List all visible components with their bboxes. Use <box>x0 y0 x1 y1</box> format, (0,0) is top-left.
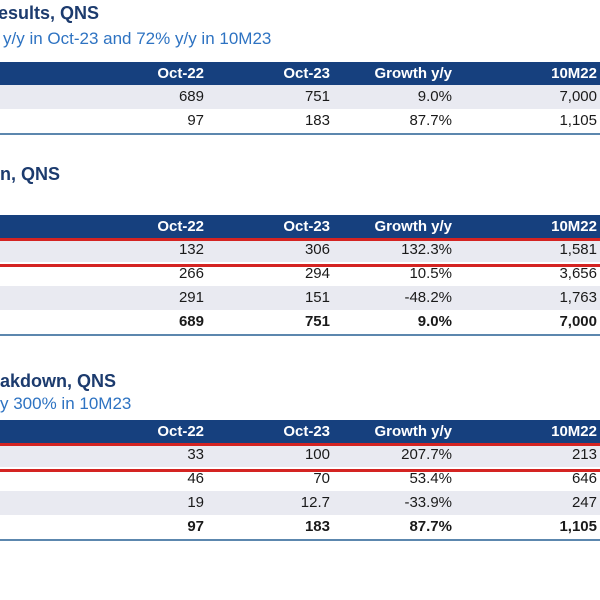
table-cell: 751 <box>207 85 333 109</box>
table-cell: 291 <box>87 286 207 310</box>
table-cell: 132.3% <box>333 238 455 262</box>
column-header: Oct-23 <box>207 420 333 443</box>
table-cell: 751 <box>304 313 330 330</box>
table-cell <box>0 262 87 286</box>
table-cell <box>0 286 87 310</box>
table-cell: 33 <box>87 443 207 467</box>
table-cell: 689 <box>87 85 207 109</box>
data-table: Oct-22 Oct-23 Growth y/y 10M22 689 751 9.0% 7,0… <box>0 62 600 133</box>
table-cell: 9.0% <box>333 85 455 109</box>
table-cell: 7,000 <box>455 85 600 109</box>
table-cell <box>0 85 87 109</box>
table-header-row: Oct-22 Oct-23 Growth y/y 10M22 <box>0 62 600 85</box>
data-table: Oct-22 Oct-23 Growth y/y 10M22 132 306 132.3% 1… <box>0 215 600 334</box>
table-cell: 132 <box>87 238 207 262</box>
section-title: n, QNS <box>0 164 61 184</box>
table-cell: 46 <box>187 470 204 487</box>
section-results-summary: esults, QNS y/y in Oct-23 and 72% y/y in… <box>0 0 600 163</box>
table-row: 689 751 9.0% 7,000 <box>0 85 600 109</box>
table-cell: 3,656 <box>559 265 597 282</box>
table-row: 97 183 87.7% 1,105 <box>0 515 600 539</box>
table-cell: 294 <box>304 265 330 282</box>
table-cell: 7,000 <box>559 313 597 330</box>
table-cell: 19 <box>87 491 207 515</box>
table-cell: -33.9% <box>333 491 455 515</box>
table-cell: 151 <box>207 286 333 310</box>
column-header: 10M22 <box>455 215 600 238</box>
table-header-row: Oct-22 Oct-23 Growth y/y 10M22 <box>0 215 600 238</box>
column-header <box>0 62 87 85</box>
section-title: esults, QNS <box>0 3 100 23</box>
column-header: Growth y/y <box>333 62 455 85</box>
section-breakdown-2: akdown, QNS y 300% in 10M23 Oct-22 Oct-23… <box>0 371 600 600</box>
section-subtitle: y 300% in 10M23 <box>0 394 132 413</box>
column-header: 10M22 <box>455 420 600 443</box>
table-row: 97 183 87.7% 1,105 <box>0 109 600 133</box>
table-header-row: Oct-22 Oct-23 Growth y/y 10M22 <box>0 420 600 443</box>
table-cell <box>0 109 87 133</box>
column-header: 10M22 <box>455 62 600 85</box>
table-cell: 87.7% <box>409 112 452 129</box>
table-row: 33 100 207.7% 213 <box>0 443 600 467</box>
table-cell: 70 <box>313 470 330 487</box>
table-cell: 53.4% <box>409 470 452 487</box>
column-header: Growth y/y <box>333 215 455 238</box>
column-header: Oct-22 <box>87 420 207 443</box>
breakdown-table-1: Oct-22 Oct-23 Growth y/y 10M22 132 306 132.3% 1… <box>0 215 600 336</box>
table-row: 291 151 -48.2% 1,763 <box>0 286 600 310</box>
table-cell: 97 <box>187 518 204 535</box>
table-cell: 12.7 <box>207 491 333 515</box>
table-cell: 213 <box>455 443 600 467</box>
table-cell: 1,763 <box>455 286 600 310</box>
table-cell: 247 <box>455 491 600 515</box>
table-cell: 183 <box>304 112 330 129</box>
table-cell <box>0 238 87 262</box>
column-header: Oct-23 <box>207 62 333 85</box>
table-cell: 207.7% <box>333 443 455 467</box>
table-cell: 10.5% <box>409 265 452 282</box>
table-cell: 1,105 <box>559 518 597 535</box>
section-breakdown-1: n, QNS Oct-22 Oct-23 Growth y/y 10M22 132 306… <box>0 163 600 371</box>
results-summary-table: Oct-22 Oct-23 Growth y/y 10M22 689 751 9.0% 7,0… <box>0 62 600 135</box>
column-header: Oct-23 <box>207 215 333 238</box>
column-header <box>0 420 87 443</box>
table-cell: 183 <box>304 518 330 535</box>
section-subtitle: y/y in Oct-23 and 72% y/y in 10M23 <box>3 29 272 48</box>
table-cell <box>0 491 87 515</box>
table-cell: 97 <box>187 112 204 129</box>
table-cell: 9.0% <box>417 313 452 330</box>
table-cell <box>0 443 87 467</box>
table-cell: -48.2% <box>333 286 455 310</box>
table-cell: 306 <box>207 238 333 262</box>
column-header: Oct-22 <box>87 215 207 238</box>
table-cell <box>0 515 87 539</box>
table-row: 266 294 10.5% 3,656 <box>0 262 600 286</box>
table-row: 132 306 132.3% 1,581 <box>0 238 600 262</box>
table-cell: 87.7% <box>409 518 452 535</box>
table-cell: 266 <box>178 265 204 282</box>
column-header: Oct-22 <box>87 62 207 85</box>
table-cell: 646 <box>571 470 597 487</box>
table-row: 689 751 9.0% 7,000 <box>0 310 600 334</box>
table-cell: 1,105 <box>559 112 597 129</box>
table-row: 46 70 53.4% 646 <box>0 467 600 491</box>
table-cell <box>0 467 87 491</box>
column-header: Growth y/y <box>333 420 455 443</box>
table-cell: 100 <box>207 443 333 467</box>
table-cell: 689 <box>178 313 204 330</box>
table-row: 19 12.7 -33.9% 247 <box>0 491 600 515</box>
data-table: Oct-22 Oct-23 Growth y/y 10M22 33 100 207.7% 21… <box>0 420 600 539</box>
section-title: akdown, QNS <box>0 371 117 391</box>
breakdown-table-2: Oct-22 Oct-23 Growth y/y 10M22 33 100 207.7% 21… <box>0 420 600 541</box>
column-header <box>0 215 87 238</box>
table-cell <box>0 310 87 334</box>
table-cell: 1,581 <box>455 238 600 262</box>
